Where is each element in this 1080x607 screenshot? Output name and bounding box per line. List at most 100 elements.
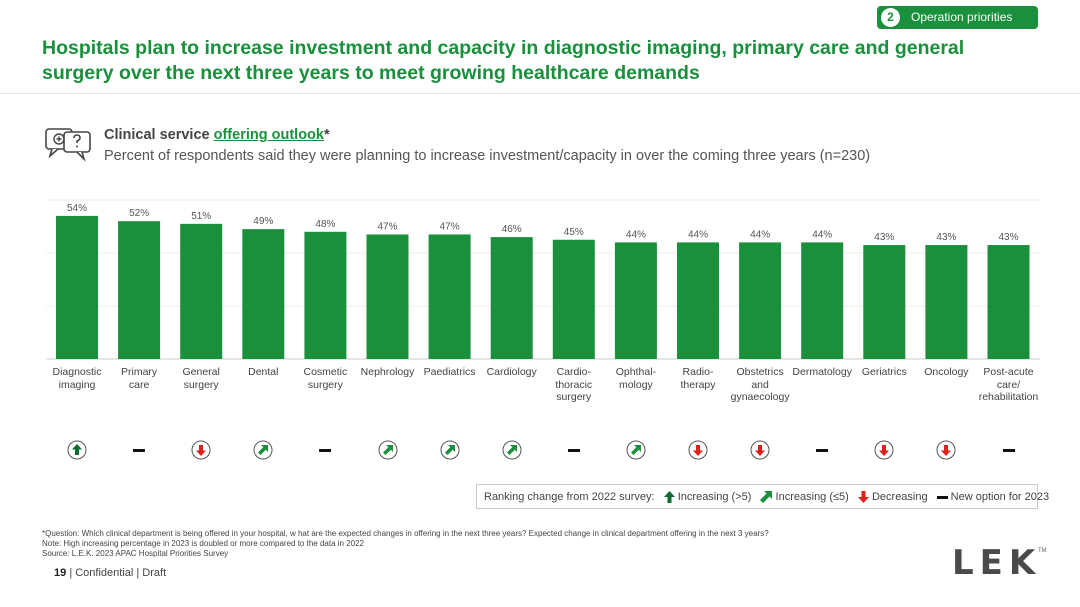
section-description: Percent of respondents said they were pl… [104, 148, 871, 164]
bar-value-label: 44% [688, 229, 708, 240]
category-label: Cardio-thoracic surgery [555, 366, 593, 403]
bar-value-label: 44% [626, 229, 646, 240]
bar-1 [118, 221, 161, 359]
arrow-up-right-icon [440, 440, 460, 460]
arrow-down-icon [857, 491, 869, 504]
page-title: Hospitals plan to increase investment an… [42, 37, 965, 84]
category-label: Radio-therapy [680, 366, 716, 391]
legend-increasing-strong: Increasing (>5) [677, 491, 752, 504]
new-option-dash-icon [816, 449, 829, 452]
new-option-dash-icon [1002, 449, 1015, 452]
category-label: Post-acute care/rehabilitation [978, 366, 1039, 403]
arrow-down-icon [688, 440, 708, 460]
bar-2 [180, 223, 223, 359]
indicator-arrow [755, 445, 766, 456]
category-label: Geriatrics [861, 366, 907, 378]
indicator-arrow [630, 445, 641, 455]
chart-legend: Ranking change from 2022 survey: Increas… [476, 484, 1049, 509]
question-chat-icon [45, 128, 91, 162]
legend-new: New option for 2023 [950, 491, 1050, 504]
bar-4 [304, 231, 347, 359]
arrow-up-right-icon [626, 440, 646, 460]
indicator-arrow [941, 445, 952, 456]
legend-decreasing: Decreasing [871, 491, 928, 504]
bar-value-label: 44% [750, 229, 770, 240]
bar-3 [242, 229, 285, 359]
indicator-arrow [444, 445, 455, 455]
indicator-arrow [258, 445, 269, 455]
page-footer: 19 | Confidential | Draft [54, 567, 166, 579]
arrow-up-icon [663, 491, 675, 504]
arrow-down-icon [936, 440, 956, 460]
category-label: Oncology [924, 366, 969, 378]
bar-value-label: 49% [253, 216, 273, 227]
confidential-label: | Confidential | Draft [69, 567, 167, 579]
category-label: Ophthal-mology [615, 366, 657, 391]
legend-prefix: Ranking change from 2022 survey: [484, 491, 655, 504]
page-number: 19 [54, 567, 67, 579]
bar-15 [987, 245, 1030, 359]
new-option-dash-icon [567, 449, 580, 452]
legend-increasing-mild: Increasing (≤5) [775, 491, 849, 504]
category-label: Dental [248, 366, 279, 378]
footnotes: *Question: Which clinical department is … [42, 529, 769, 559]
indicator-arrow [196, 445, 207, 456]
heading-suffix: * [323, 127, 330, 143]
arrow-down-icon [191, 440, 211, 460]
arrow-down-icon [874, 440, 894, 460]
category-label: Primary care [121, 366, 158, 391]
indicator-arrow [382, 445, 393, 455]
indicator-arrow [693, 445, 703, 456]
arrow-up-right-icon [502, 440, 522, 460]
footnote-source: Source: L.E.K. 2023 APAC Hospital Priori… [42, 549, 229, 558]
category-label: Dermatology [792, 366, 852, 378]
bar-13 [863, 245, 906, 359]
bar-5 [366, 234, 409, 359]
bar-value-label: 54% [67, 203, 87, 214]
category-label: Cardiology [486, 366, 537, 378]
bar-10 [677, 242, 719, 359]
bar-value-label: 43% [998, 232, 1018, 243]
lek-logo: LEK TM [952, 543, 1047, 583]
heading-prefix: Clinical service [104, 127, 214, 143]
bar-11 [739, 242, 782, 359]
category-label: Obstetrics and gynaecology [730, 366, 790, 403]
arrow-down-icon [750, 440, 770, 460]
indicator-arrow [72, 444, 82, 455]
logo-tm: TM [1038, 548, 1047, 554]
bar-value-label: 45% [564, 227, 584, 238]
category-label: General surgery [182, 366, 220, 391]
indicator-arrow [879, 445, 890, 456]
bar-7 [490, 237, 533, 359]
bar-value-label: 43% [936, 232, 956, 243]
bar-8 [552, 239, 595, 359]
section-heading: Clinical service offering outlook* [104, 127, 330, 143]
category-label: Paediatrics [423, 366, 476, 378]
bar-value-label: 43% [874, 232, 894, 243]
footnote-note: Note: High increasing percentage in 2023… [42, 539, 364, 548]
bar-value-label: 47% [377, 221, 397, 232]
section-badge: 2 Operation priorities [877, 6, 1038, 29]
new-option-dash-icon [319, 449, 332, 452]
footnote-question: *Question: Which clinical department is … [42, 529, 769, 538]
header-divider [0, 93, 1080, 94]
arrow-up-right-icon [378, 440, 397, 460]
dash-icon [936, 495, 948, 499]
arrow-up-icon [67, 440, 87, 460]
offering-outlook-link[interactable]: offering outlook [213, 127, 324, 143]
category-label: Cosmetic surgery [303, 366, 348, 391]
arrow-up-right-icon [760, 491, 773, 504]
indicator-arrow [506, 445, 517, 455]
section-number: 2 [881, 8, 900, 27]
bar-14 [925, 245, 968, 359]
bar-value-label: 47% [440, 221, 460, 232]
section-label: Operation priorities [911, 10, 1013, 24]
category-label: Nephrology [360, 366, 415, 378]
bar-0 [56, 215, 98, 359]
bar-12 [801, 242, 844, 359]
new-option-dash-icon [133, 449, 146, 452]
bar-value-label: 51% [191, 211, 211, 222]
bar-6 [428, 234, 471, 359]
logo-text: LEK [952, 543, 1042, 583]
